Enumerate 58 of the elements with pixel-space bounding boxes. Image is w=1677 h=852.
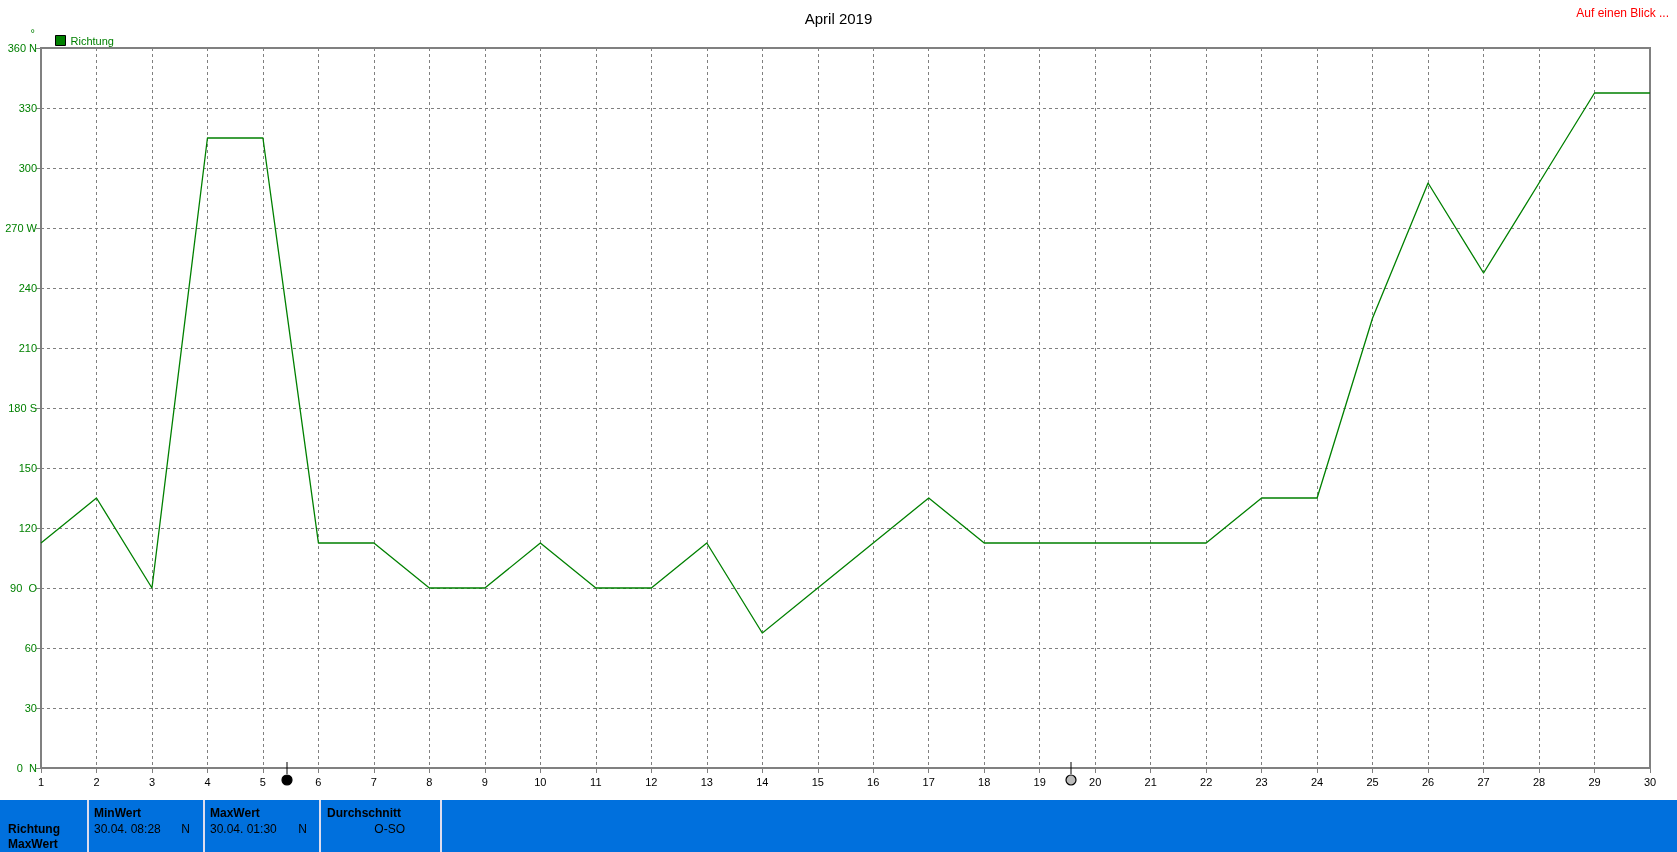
x-tick-label: 15	[811, 775, 824, 788]
y-tick-label: 120	[18, 522, 37, 534]
y-tick-label: 300	[18, 162, 37, 174]
x-tick-label: 12	[645, 775, 658, 788]
y-tick-label: 360 N	[7, 42, 38, 54]
x-tick-label: 7	[370, 775, 377, 788]
text: N	[181, 822, 190, 836]
x-tick-label: 24	[1310, 775, 1324, 788]
y-tick-label: 240	[18, 282, 37, 294]
x-tick-label: 8	[426, 775, 433, 788]
x-tick-label: 29	[1588, 775, 1601, 788]
x-tick-label: 28	[1532, 775, 1546, 788]
x-tick-label: 23	[1255, 775, 1268, 788]
y-tick-label: 0 N	[16, 762, 38, 774]
x-tick-label: 20	[1089, 775, 1102, 788]
text: Auf einen Blick ...	[1576, 6, 1669, 20]
line-series	[40, 92, 1651, 634]
y-tick-label: 270 W	[5, 222, 38, 234]
text: Durchschnitt	[327, 806, 402, 820]
y-tick-label: 60	[24, 642, 37, 654]
text: 30.04. 08:28	[94, 822, 161, 836]
text: O-SO	[374, 822, 405, 836]
x-tick-label: 1	[37, 775, 45, 788]
y-axis-title: °	[30, 26, 35, 39]
x-tick-label: 14	[756, 775, 769, 788]
x-tick-label: 27	[1477, 775, 1490, 788]
y-tick-label: 330	[18, 102, 37, 114]
x-tick-label: 4	[204, 775, 211, 788]
y-tick-label: 210	[18, 342, 37, 354]
x-tick-label: 30	[1643, 775, 1657, 788]
x-tick-label: 3	[148, 775, 156, 788]
text: MinWert	[94, 806, 142, 820]
x-tick-label: 9	[481, 775, 488, 788]
x-tick-label: 21	[1144, 775, 1157, 788]
x-tick-label: 11	[590, 775, 602, 788]
legend-label: Richtung	[70, 34, 114, 47]
x-tick-label: 25	[1366, 775, 1379, 788]
x-tick-label: 22	[1200, 775, 1213, 788]
x-tick-label: 18	[978, 775, 991, 788]
text: N	[298, 822, 307, 836]
x-tick-label: 16	[867, 775, 880, 788]
x-tick-label: 17	[922, 775, 935, 788]
text: 30.04. 01:30	[210, 822, 277, 836]
y-tick-label: 90 O	[10, 582, 38, 594]
x-tick-label: 6	[315, 775, 322, 788]
x-tick-label: 13	[700, 775, 713, 788]
text: MaxWert	[210, 806, 260, 820]
x-tick-label: 26	[1421, 775, 1435, 788]
y-tick-label: 180 S	[8, 402, 37, 414]
y-tick-label: 30	[24, 702, 37, 714]
text: Richtung	[8, 822, 60, 836]
x-tick-label: 19	[1033, 775, 1046, 788]
chart-title: April 2019	[804, 10, 873, 27]
x-tick-label: 5	[259, 775, 266, 788]
x-tick-label: 10	[534, 775, 547, 788]
y-tick-label: 150	[18, 462, 37, 474]
text: MaxWert	[8, 837, 58, 851]
x-tick-label: 2	[93, 775, 100, 788]
